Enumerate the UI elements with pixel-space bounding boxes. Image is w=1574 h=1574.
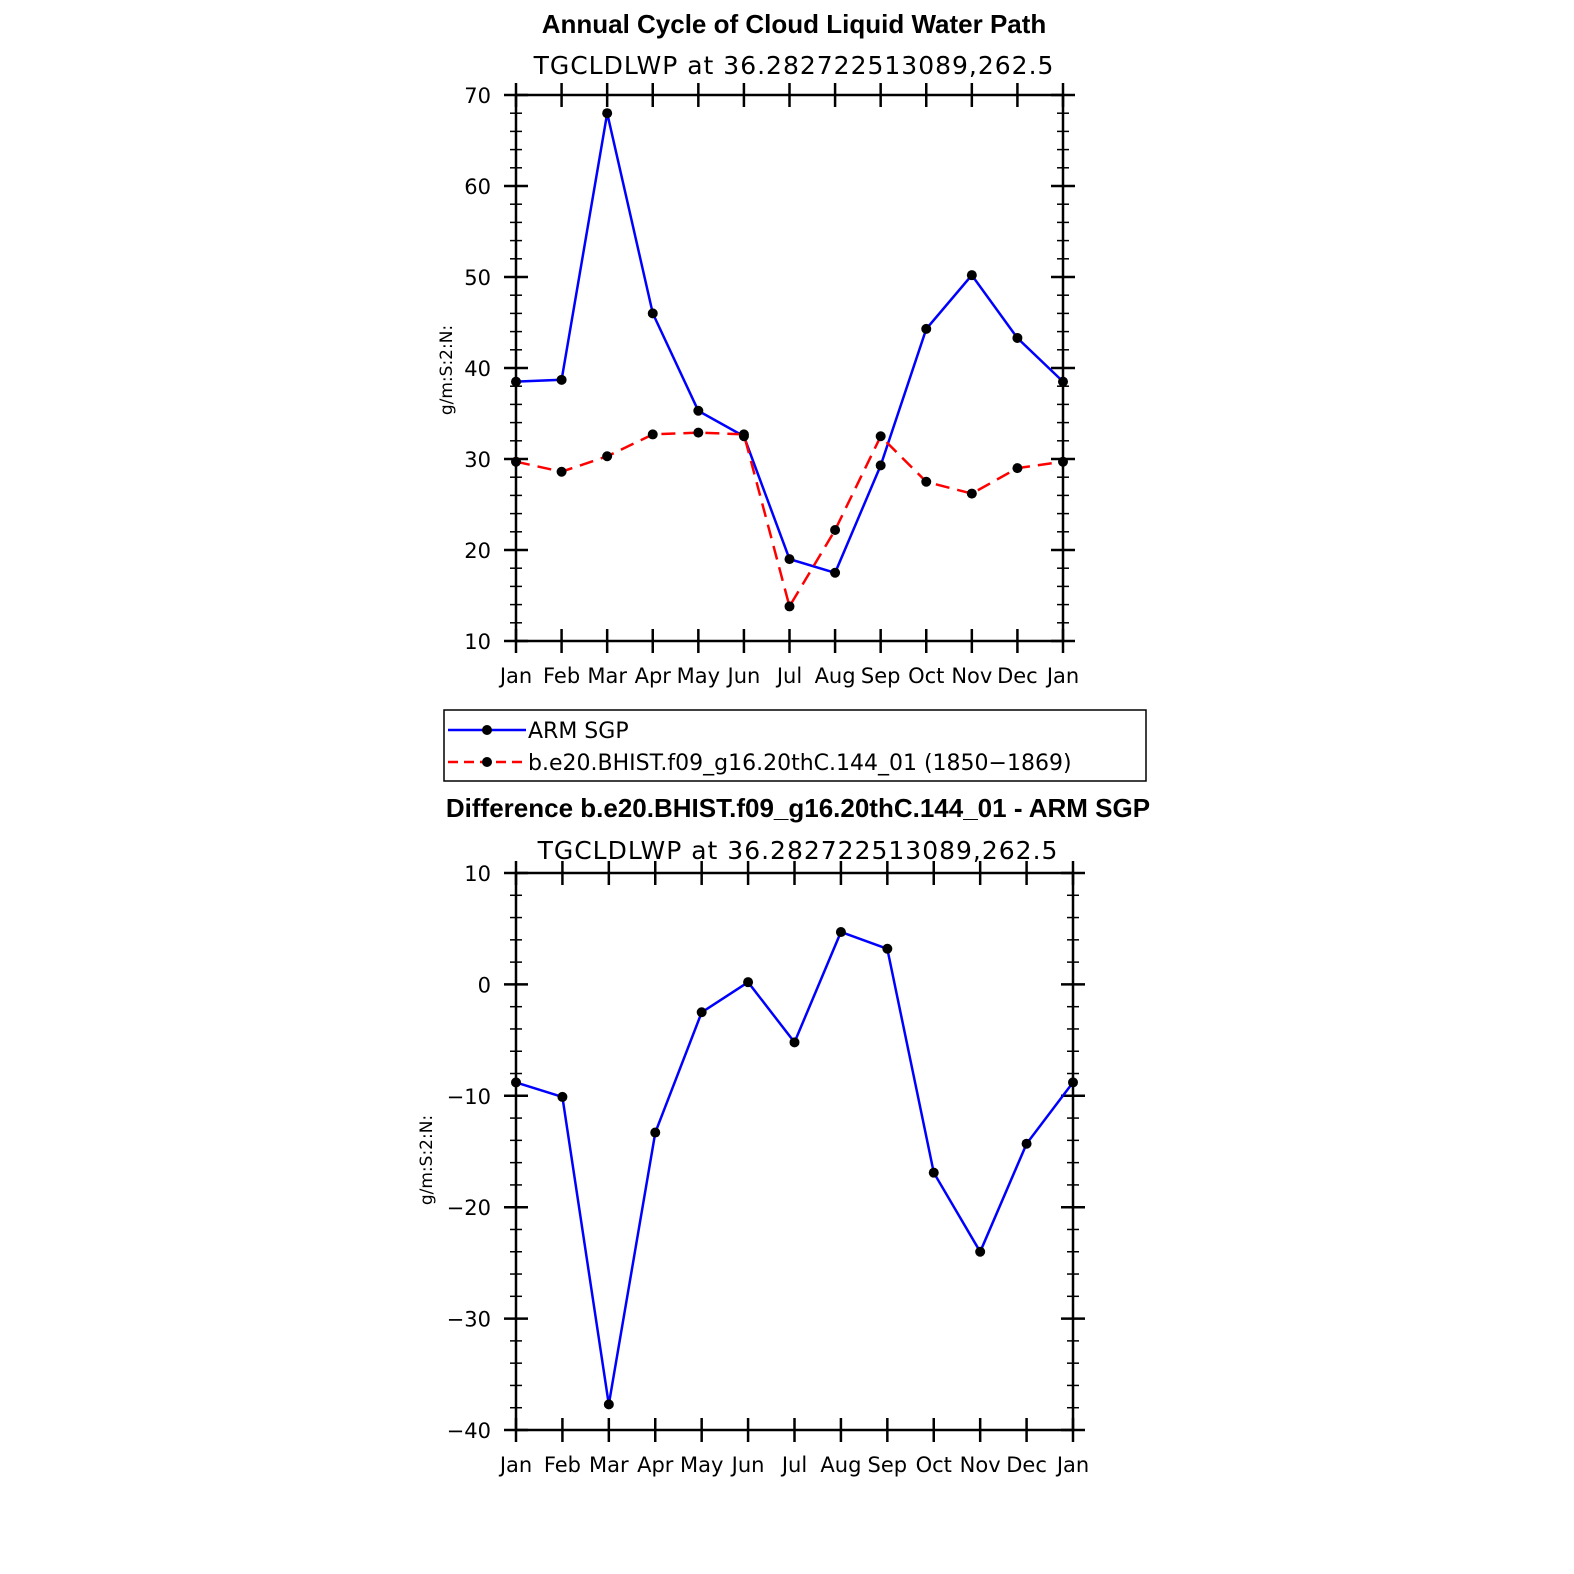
top-x-tick-label: Sep bbox=[861, 664, 901, 688]
top-series-0-point bbox=[875, 460, 886, 471]
top-y-tick-label: 10 bbox=[464, 630, 491, 654]
top-series-line-0 bbox=[515, 112, 1064, 575]
legend-model-marker bbox=[482, 757, 492, 767]
top-series-0-point bbox=[1012, 332, 1023, 343]
top-x-tick-label: Mar bbox=[587, 664, 627, 688]
top-y-tick-label: 20 bbox=[464, 539, 491, 563]
bottom-y-tick-label: 0 bbox=[478, 973, 491, 997]
top-x-tick-label: Nov bbox=[951, 664, 992, 688]
bottom-y-tick-label: 10 bbox=[464, 862, 491, 886]
bottom-x-tick-label: Jan bbox=[498, 1453, 532, 1477]
top-series-1-point bbox=[921, 476, 932, 487]
top-x-tick-label: Jan bbox=[498, 664, 532, 688]
bottom-x-tick-label: Nov bbox=[960, 1453, 1001, 1477]
bottom-x-tick-label: Mar bbox=[589, 1453, 629, 1477]
bottom-x-tick-label: Jul bbox=[780, 1453, 807, 1477]
top-series-1-point bbox=[602, 451, 613, 462]
top-series-1-point bbox=[738, 429, 749, 440]
bottom-x-tick-label: Sep bbox=[868, 1453, 908, 1477]
top-x-tick-label: Apr bbox=[635, 664, 672, 688]
legend-model-label: b.e20.BHIST.f09_g16.20thC.144_01 (1850−1… bbox=[528, 751, 1072, 776]
bottom-x-tick-label: Jan bbox=[1055, 1453, 1089, 1477]
bottom-series-0-point bbox=[882, 943, 893, 954]
top-x-tick-label: Jun bbox=[726, 664, 761, 688]
top-chart-y-axis-label: g/m:S:2:N: bbox=[437, 325, 457, 415]
bottom-chart-y-axis-label: g/m:S:2:N: bbox=[417, 1115, 437, 1205]
top-x-tick-label: Jan bbox=[1045, 664, 1079, 688]
bottom-plot-area: −40 −30 −20 −10 0 10 Jan Feb Mar Apr May Jun Jul Aug S… bbox=[447, 861, 1089, 1477]
top-y-tick-label: 40 bbox=[464, 357, 491, 381]
bottom-series-0-point bbox=[928, 1167, 939, 1178]
bottom-series-0-point bbox=[650, 1127, 661, 1138]
top-series-0-point bbox=[921, 323, 932, 334]
legend: ARM SGP b.e20.BHIST.f09_g16.20thC.144_01… bbox=[443, 709, 1147, 782]
bottom-x-tick-label: Aug bbox=[820, 1453, 861, 1477]
top-series-0-point bbox=[647, 308, 658, 319]
top-chart-title: Annual Cycle of Cloud Liquid Water Path bbox=[542, 9, 1047, 39]
bottom-x-tick-label: Apr bbox=[637, 1453, 674, 1477]
top-series-1-point bbox=[1058, 456, 1068, 467]
bottom-chart-title: Difference b.e20.BHIST.f09_g16.20thC.144… bbox=[446, 793, 1150, 823]
bottom-y-tick-label: −40 bbox=[447, 1419, 491, 1443]
top-y-tick-label: 70 bbox=[464, 84, 491, 108]
top-series-0-point bbox=[602, 108, 613, 119]
bottom-series-0-point bbox=[557, 1091, 568, 1102]
top-series-1-point bbox=[556, 466, 567, 477]
bottom-chart: Difference b.e20.BHIST.f09_g16.20thC.144… bbox=[417, 793, 1150, 1477]
bottom-chart-subtitle: TGCLDLWP at 36.282722513089,262.5 bbox=[537, 836, 1059, 865]
top-series-1-point bbox=[647, 429, 658, 440]
top-x-tick-label: Aug bbox=[815, 664, 856, 688]
legend-box bbox=[443, 709, 1147, 782]
bottom-x-tick-label: Jun bbox=[730, 1453, 765, 1477]
top-series-1-point bbox=[693, 427, 704, 438]
top-series-0-point bbox=[784, 554, 795, 565]
top-x-tick-label: Dec bbox=[997, 664, 1038, 688]
bottom-x-tick-label: Oct bbox=[916, 1453, 952, 1477]
bottom-series-0-point bbox=[1021, 1138, 1032, 1149]
bottom-x-tick-label: Feb bbox=[544, 1453, 581, 1477]
bottom-y-tick-label: −20 bbox=[447, 1196, 491, 1220]
bottom-series-0-point bbox=[603, 1399, 614, 1410]
top-series-0-point bbox=[1058, 376, 1068, 387]
bottom-series-0-point bbox=[511, 1077, 521, 1088]
legend-arm-label: ARM SGP bbox=[528, 719, 629, 744]
top-y-tick-label: 50 bbox=[464, 266, 491, 290]
top-series-1-point bbox=[784, 601, 795, 612]
top-series-0-point bbox=[693, 405, 704, 416]
top-chart-subtitle: TGCLDLWP at 36.282722513089,262.5 bbox=[533, 51, 1055, 80]
bottom-y-tick-label: −30 bbox=[447, 1308, 491, 1332]
top-series-1-point bbox=[1012, 463, 1023, 474]
top-chart: Annual Cycle of Cloud Liquid Water Path … bbox=[437, 9, 1079, 688]
top-series-1-point bbox=[830, 524, 841, 535]
top-series-1-point bbox=[511, 456, 521, 467]
top-series-1-point bbox=[875, 431, 886, 442]
top-x-tick-label: Oct bbox=[908, 664, 944, 688]
bottom-series-0-point bbox=[975, 1246, 986, 1257]
bottom-series-0-point bbox=[789, 1037, 800, 1048]
top-x-tick-label: Feb bbox=[543, 664, 580, 688]
top-y-tick-label: 30 bbox=[464, 448, 491, 472]
top-plot-area: 10 20 30 40 50 60 70 Jan Feb Mar Apr May Jun Jul Aug Se… bbox=[464, 83, 1079, 688]
top-y-tick-label: 60 bbox=[464, 175, 491, 199]
bottom-x-tick-label: Dec bbox=[1006, 1453, 1047, 1477]
top-series-0-point bbox=[830, 567, 841, 578]
bottom-series-line-0 bbox=[515, 930, 1074, 1405]
bottom-series-0-point bbox=[835, 927, 846, 938]
bottom-series-0-point bbox=[1068, 1077, 1078, 1088]
legend-arm-marker bbox=[482, 725, 492, 735]
bottom-y-tick-label: −10 bbox=[447, 1085, 491, 1109]
top-series-0-point bbox=[966, 270, 977, 281]
bottom-x-tick-label: May bbox=[680, 1453, 723, 1477]
bottom-series-0-point bbox=[696, 1007, 707, 1018]
top-series-0-point bbox=[511, 376, 521, 387]
top-series-0-point bbox=[556, 374, 567, 385]
top-x-tick-label: May bbox=[677, 664, 720, 688]
top-series-line-1 bbox=[515, 431, 1064, 610]
top-series-1-point bbox=[966, 488, 977, 499]
top-x-tick-label: Jul bbox=[775, 664, 802, 688]
bottom-series-0-point bbox=[743, 977, 754, 988]
